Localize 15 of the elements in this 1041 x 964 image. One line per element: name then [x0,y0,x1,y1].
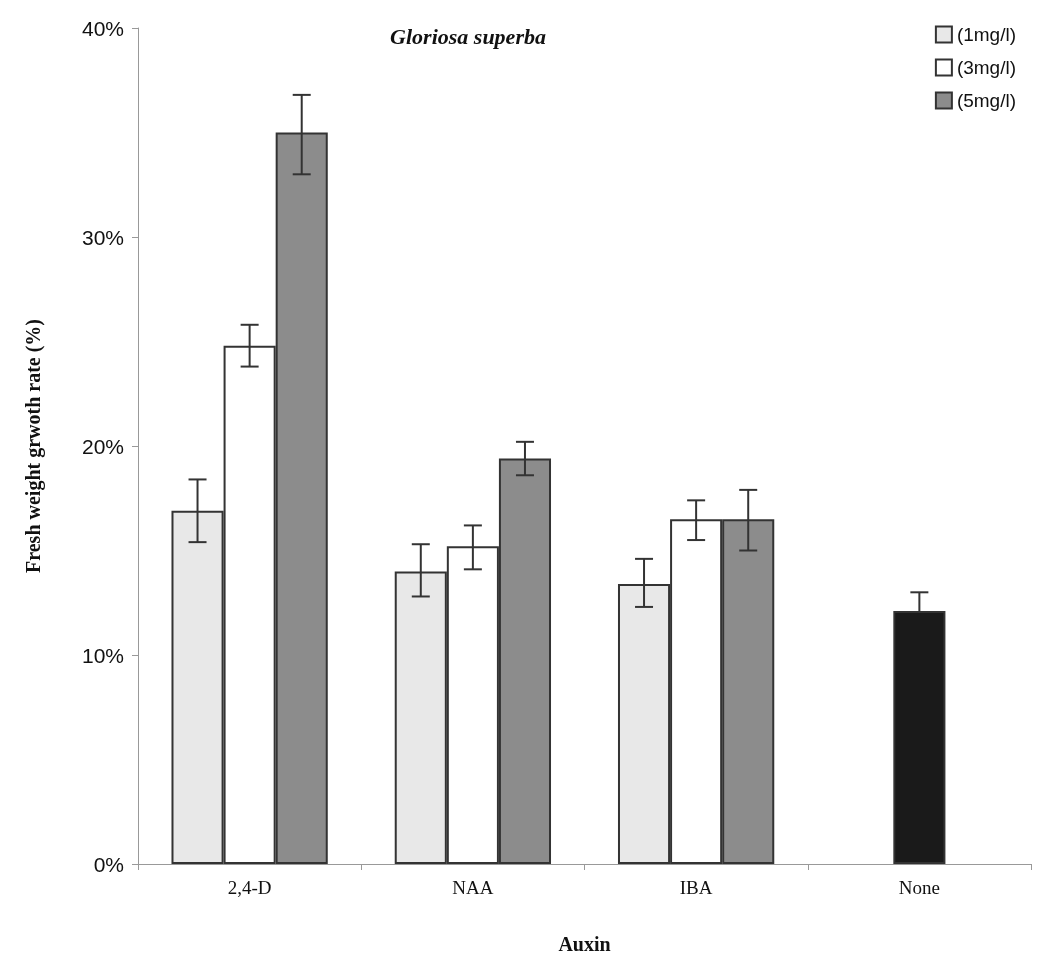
x-axis-title: Auxin [558,933,611,955]
x-tick-label: None [898,877,940,898]
y-tick-label: 10% [81,643,124,667]
x-tick-label: 2,4-D [227,877,272,898]
y-tick-label: 20% [81,434,124,458]
x-tick-label: NAA [452,877,494,898]
legend-label: (1mg/l) [956,24,1017,45]
x-tick-label: IBA [679,877,713,898]
legend-label: (3mg/l) [956,57,1017,78]
y-axis-title: Fresh weight grwoth rate (%) [22,318,45,574]
y-tick-label: 40% [81,16,124,40]
y-tick-label: 0% [93,852,124,876]
chart-title: Gloriosa superba [390,23,546,49]
y-tick-label: 30% [81,225,124,249]
legend-label: (5mg/l) [956,90,1017,111]
